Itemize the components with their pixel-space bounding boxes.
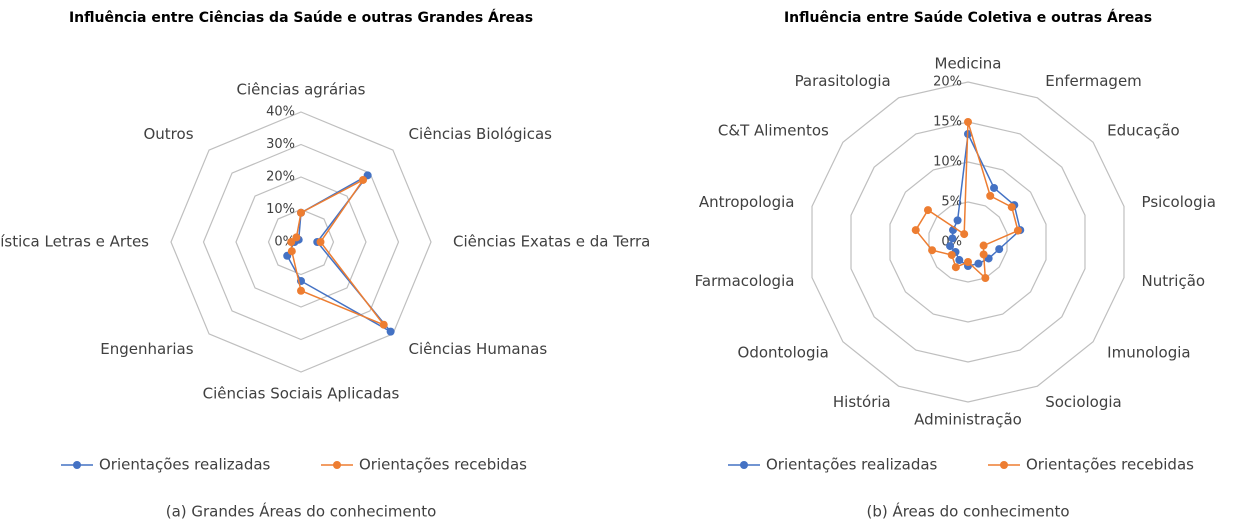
data-point xyxy=(379,320,388,329)
data-point xyxy=(979,241,988,250)
grid-ring xyxy=(267,208,335,276)
category-label: História xyxy=(833,393,891,411)
grid-ring xyxy=(889,161,1047,323)
data-point xyxy=(948,234,957,243)
data-point xyxy=(1013,226,1022,235)
data-point xyxy=(979,250,988,259)
category-label: Ciências Biológicas xyxy=(408,125,552,143)
y-tick-label: 0% xyxy=(274,235,295,250)
category-label: Linguística Letras e Artes xyxy=(0,233,149,251)
data-point xyxy=(1007,203,1016,212)
category-label: Imunologia xyxy=(1107,343,1190,361)
category-label: Engenharias xyxy=(100,340,193,358)
y-tick-label: 10% xyxy=(933,155,962,170)
data-point xyxy=(359,175,368,184)
data-point xyxy=(964,118,972,126)
category-label: Psicologia xyxy=(1142,193,1216,211)
legend-label: Orientações recebidas xyxy=(1026,456,1194,474)
y-tick-label: 40% xyxy=(266,105,295,120)
category-label: C&T Alimentos xyxy=(718,122,829,140)
data-point xyxy=(990,183,999,192)
grid-ring xyxy=(202,143,400,341)
data-point xyxy=(964,258,972,266)
legend-label: Orientações realizadas xyxy=(99,456,271,474)
legend-label: Orientações recebidas xyxy=(359,456,527,474)
y-tick-label: 20% xyxy=(933,75,962,90)
grid-ring xyxy=(850,121,1086,363)
category-label: Nutrição xyxy=(1142,272,1206,290)
data-point xyxy=(287,238,296,246)
data-point xyxy=(386,327,395,336)
legend-marker xyxy=(1000,461,1008,469)
category-label: Outros xyxy=(143,125,193,143)
category-label: Antropologia xyxy=(699,193,795,211)
grid-ring xyxy=(235,176,367,308)
legend-label: Orientações realizadas xyxy=(766,456,938,474)
data-point xyxy=(981,274,990,283)
category-label: Ciências Exatas e da Terra xyxy=(453,233,650,251)
y-tick-label: 5% xyxy=(941,195,962,210)
data-point xyxy=(287,247,296,256)
chart-title: Influência entre Ciências da Saúde e out… xyxy=(69,9,533,26)
data-point xyxy=(960,230,969,239)
data-point xyxy=(974,259,983,268)
y-tick-label: 10% xyxy=(266,202,295,217)
y-tick-label: 15% xyxy=(933,115,962,130)
chart-title: Influência entre Saúde Coletiva e outras… xyxy=(784,9,1152,26)
category-label: Administração xyxy=(914,411,1022,429)
category-label: Farmacologia xyxy=(695,272,795,290)
category-label: Ciências Sociais Aplicadas xyxy=(203,385,400,403)
category-label: Enfermagem xyxy=(1045,72,1142,90)
data-point xyxy=(953,216,962,225)
data-point xyxy=(292,233,301,242)
data-point xyxy=(955,256,964,265)
data-point xyxy=(995,245,1004,254)
category-label: Ciências agrárias xyxy=(237,81,366,99)
data-point xyxy=(951,263,960,272)
data-point xyxy=(946,242,955,251)
data-point xyxy=(316,238,325,246)
category-label: Sociologia xyxy=(1045,393,1122,411)
caption: (a) Grandes Áreas do conhecimento xyxy=(166,502,437,521)
category-label: Parasitologia xyxy=(795,72,891,90)
legend-marker xyxy=(740,461,748,469)
legend-marker xyxy=(73,461,81,469)
category-label: Educação xyxy=(1107,122,1180,140)
category-label: Medicina xyxy=(935,55,1002,73)
grid-ring xyxy=(928,201,1008,283)
legend-marker xyxy=(333,461,341,469)
caption: (b) Áreas do conhecimento xyxy=(866,502,1069,521)
data-point xyxy=(297,208,305,217)
data-point xyxy=(928,246,937,255)
data-point xyxy=(986,191,995,200)
data-point xyxy=(911,226,920,235)
category-label: Odontologia xyxy=(738,343,829,361)
series-line xyxy=(286,174,392,333)
grid-ring xyxy=(811,81,1125,403)
grid-ring xyxy=(170,111,432,373)
data-point xyxy=(297,286,305,295)
category-label: Ciências Humanas xyxy=(408,340,547,358)
y-tick-label: 20% xyxy=(266,170,295,185)
data-point xyxy=(923,206,932,215)
data-point xyxy=(947,250,956,259)
series-line xyxy=(290,179,387,327)
y-tick-label: 30% xyxy=(266,137,295,152)
